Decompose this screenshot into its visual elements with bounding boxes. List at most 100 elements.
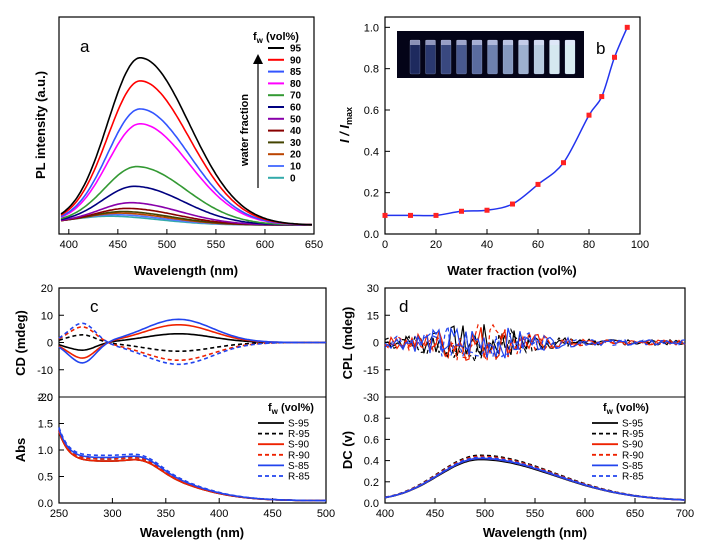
y-tick-label: 0 [47, 338, 53, 350]
x-tick-label: 550 [207, 239, 225, 251]
panel-b-ylabel: I / Imax [337, 107, 354, 143]
vial [409, 39, 421, 75]
y-tick-label: 0.4 [364, 146, 379, 158]
panel-b-letter: b [596, 39, 605, 58]
x-tick-label: 650 [305, 239, 323, 251]
legend-label-85: 85 [290, 67, 302, 78]
y-tick-label: 0.4 [364, 456, 379, 468]
vial-cap [441, 40, 451, 45]
vial [549, 39, 560, 75]
legend-label-80: 80 [290, 79, 302, 90]
x-tick-label: 500 [158, 239, 176, 251]
vial-cap [518, 40, 529, 45]
y-tick-label: 1.5 [38, 419, 53, 431]
y-tick-label: -20 [37, 392, 53, 404]
abs-curve-S-90 [58, 430, 326, 502]
y-tick-label: 0.0 [38, 498, 53, 510]
panel-b-points [382, 24, 630, 218]
panel-d-letter: d [399, 297, 408, 316]
x-tick-label: 700 [676, 508, 694, 520]
legend-label-S-85: S-85 [288, 461, 310, 472]
x-tick-label: 300 [103, 508, 121, 520]
legend-label-R-95: R-95 [622, 429, 644, 440]
panel-d-bottom-ylabel: DC (v) [340, 431, 355, 469]
cd-curve-R-85 [58, 322, 326, 366]
panel-c-ticks: 250 300 350 400 450 500 20 10 0 -10 -202.0 1.5 1.0 0.… [37, 283, 335, 520]
panel-c: 250 300 350 400 450 500 20 10 0 -10 -202.0 1.5 1.0 0.… [13, 283, 335, 540]
dc-curve-R-95 [384, 454, 686, 501]
panel-c-abs-curves [58, 427, 326, 502]
vial-cap [503, 40, 513, 45]
pl-curve-70 [60, 165, 312, 226]
vial-cap [549, 40, 560, 45]
x-tick-label: 650 [626, 508, 644, 520]
legend-label-70: 70 [290, 91, 302, 102]
vials [409, 39, 576, 75]
y-tick-label: 0.6 [364, 434, 379, 446]
panel-d-legend-title: fw (vol%) [603, 402, 649, 416]
vials-photo-inset [397, 31, 584, 78]
legend-label-S-95: S-95 [288, 419, 310, 430]
panel-a-arrow-head [253, 54, 263, 64]
vial [533, 39, 545, 75]
panel-a-xlabel: Wavelength (nm) [134, 263, 238, 278]
panel-d-top-ylabel: CPL (mdeg) [340, 307, 355, 380]
panel-a-legend-title: fw (vol%) [253, 31, 299, 45]
panel-a-curves [60, 57, 313, 226]
y-tick-label: 0.2 [364, 477, 379, 489]
y-tick-label: 1.0 [38, 445, 53, 457]
y-tick-label: -15 [363, 365, 379, 377]
legend-label-S-90: S-90 [288, 440, 310, 451]
legend-label-R-90: R-90 [288, 450, 310, 461]
x-tick-label: 600 [256, 239, 274, 251]
data-point-20 [433, 212, 439, 218]
y-tick-label: 0.2 [364, 188, 379, 200]
pl-curve-85 [60, 108, 312, 226]
panel-b-ticks: 0 20 40 60 80 100 0.0 0.2 0.4 0.6 0.8 1.0 [364, 22, 649, 251]
data-point-0 [382, 212, 388, 218]
legend-label-R-85: R-85 [622, 472, 644, 483]
y-tick-label: -30 [363, 392, 379, 404]
data-point-40 [484, 207, 490, 213]
panel-d-xlabel: Wavelength (nm) [483, 525, 587, 540]
legend-label-S-90: S-90 [622, 440, 644, 451]
data-point-60 [535, 181, 541, 187]
vial-cap [534, 40, 544, 45]
y-tick-label: 0 [373, 338, 379, 350]
vial-cap [472, 40, 482, 45]
x-tick-label: 450 [109, 239, 127, 251]
panel-d-legend: S-95R-95S-90R-90S-85R-85 [592, 419, 644, 483]
data-point-10 [408, 212, 413, 218]
panel-d: 400 450 500 550 600 650 700 30 15 0 -15 -30 0.0 0.2 0.… [340, 283, 694, 540]
vial [564, 39, 576, 75]
dc-curve-S-85 [384, 457, 686, 501]
panel-c-cd-curves [58, 318, 326, 366]
y-tick-label: 1.0 [364, 22, 379, 34]
y-tick-label: 2.0 [38, 392, 53, 404]
legend-label-R-85: R-85 [288, 472, 310, 483]
legend-label-30: 30 [290, 138, 302, 149]
x-tick-label: 350 [157, 508, 175, 520]
data-point-70 [561, 160, 566, 166]
abs-curve-S-95 [58, 430, 326, 502]
panel-d-ticks: 400 450 500 550 600 650 700 30 15 0 -15 -30 0.0 0.2 0.… [363, 283, 694, 520]
legend-label-95: 95 [290, 44, 302, 55]
x-tick-label: 400 [210, 508, 228, 520]
vial [440, 39, 452, 75]
vial [471, 39, 483, 75]
x-tick-label: 550 [526, 508, 544, 520]
x-tick-label: 450 [426, 508, 444, 520]
x-tick-label: 400 [376, 508, 394, 520]
data-point-85 [599, 94, 605, 100]
legend-label-R-90: R-90 [622, 450, 644, 461]
panel-c-legend-title: fw (vol%) [268, 402, 314, 416]
panel-d-cpl-curves [384, 323, 686, 364]
vial [502, 39, 514, 75]
panel-d-dc-curves [384, 454, 686, 501]
y-tick-label: 0.8 [364, 413, 379, 425]
data-point-90 [612, 54, 617, 60]
y-tick-label: 20 [41, 283, 53, 295]
legend-label-0: 0 [290, 173, 296, 184]
panel-c-xlabel: Wavelength (nm) [140, 525, 244, 540]
